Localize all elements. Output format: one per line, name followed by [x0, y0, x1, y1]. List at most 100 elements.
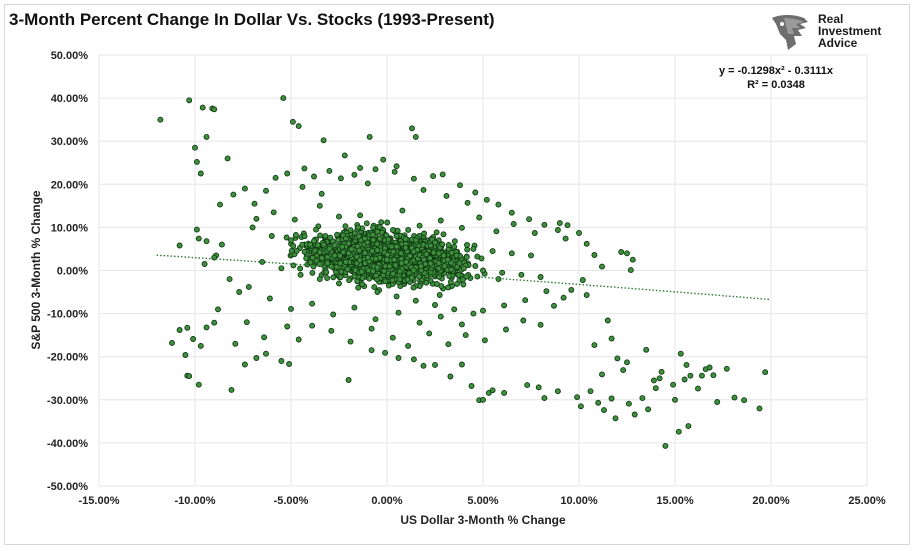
scatter-point — [741, 397, 748, 404]
scatter-point — [412, 297, 419, 304]
scatter-point — [583, 240, 590, 247]
x-tick-label: 0.00% — [371, 495, 402, 507]
scatter-point — [427, 260, 434, 267]
scatter-point — [439, 241, 446, 248]
scatter-point — [278, 358, 285, 364]
scatter-point — [261, 334, 268, 341]
scatter-point — [522, 297, 529, 304]
scatter-point — [662, 442, 669, 449]
scatter-point — [462, 332, 469, 339]
scatter-point — [380, 156, 387, 163]
scatter-point — [347, 338, 354, 345]
scatter-point — [195, 381, 202, 388]
scatter-point — [370, 224, 377, 231]
scatter-point — [384, 219, 391, 226]
scatter-point — [407, 252, 413, 259]
x-tick-label: 25.00% — [848, 495, 886, 507]
scatter-point — [443, 192, 450, 199]
scatter-point — [342, 223, 349, 230]
y-tick-label: -10.00% — [47, 309, 88, 321]
scatter-point — [652, 385, 659, 392]
scatter-point — [612, 415, 619, 422]
scatter-point — [451, 243, 458, 250]
scatter-point — [363, 220, 370, 227]
scatter-point — [372, 166, 379, 173]
scatter-point — [433, 281, 440, 287]
scatter-point — [762, 369, 769, 376]
scatter-point — [432, 239, 438, 246]
scatter-point — [478, 255, 485, 262]
scatter-point — [323, 269, 330, 276]
scatter-point — [448, 249, 455, 256]
scatter-point — [389, 277, 396, 284]
scatter-point — [416, 273, 423, 280]
scatter-point — [357, 164, 364, 171]
scatter-point — [417, 263, 424, 270]
scatter-point — [402, 236, 409, 243]
scatter-point — [290, 243, 297, 249]
scatter-point — [526, 216, 533, 223]
scatter-point — [313, 226, 319, 233]
scatter-point — [501, 389, 508, 396]
scatter-point — [301, 233, 308, 240]
scatter-point — [595, 399, 602, 406]
scatter-point — [245, 283, 252, 290]
scatter-point — [499, 269, 506, 276]
scatter-point — [420, 186, 427, 193]
scatter-point — [324, 275, 331, 282]
scatter-point — [270, 209, 277, 216]
scatter-point — [405, 342, 412, 349]
scatter-point — [399, 207, 406, 214]
scatter-point — [591, 252, 598, 258]
scatter-point — [309, 269, 316, 276]
scatter-point — [284, 170, 291, 177]
x-tick-label: 20.00% — [752, 495, 790, 507]
scatter-point — [645, 406, 652, 413]
scatter-point — [687, 372, 694, 379]
scatter-point — [253, 355, 260, 361]
scatter-point — [421, 230, 428, 237]
scatter-point — [186, 97, 193, 104]
scatter-point — [599, 263, 605, 270]
scatter-point — [391, 256, 398, 263]
y-tick-label: 20.00% — [51, 179, 89, 191]
scatter-point — [437, 217, 444, 224]
scatter-point — [524, 382, 531, 389]
scatter-point — [356, 247, 363, 254]
scatter-point — [326, 167, 333, 174]
scatter-point — [518, 271, 525, 278]
scatter-point — [299, 183, 306, 190]
scatter-point — [368, 347, 375, 354]
scatter-point — [314, 242, 321, 249]
scatter-point — [520, 317, 527, 324]
scatter-point — [224, 155, 231, 162]
scatter-point — [309, 322, 316, 329]
scatter-point — [226, 276, 233, 283]
scatter-point — [193, 226, 200, 233]
scatter-point — [430, 249, 437, 256]
scatter-point — [427, 255, 433, 262]
y-tick-label: 40.00% — [51, 93, 89, 105]
scatter-point — [358, 268, 365, 275]
scatter-point — [241, 185, 248, 192]
scatter-point — [470, 245, 477, 252]
scatter-point — [624, 250, 630, 257]
scatter-point — [249, 224, 256, 231]
scatter-point — [459, 276, 466, 283]
scatter-point — [445, 341, 452, 348]
scatter-point — [460, 265, 467, 272]
scatter-point — [599, 371, 605, 378]
scatter-point — [389, 334, 396, 341]
scatter-point — [410, 175, 417, 182]
y-tick-label: 30.00% — [51, 136, 89, 148]
y-tick-label: -30.00% — [47, 395, 88, 407]
scatter-point — [624, 359, 630, 366]
scatter-point — [309, 300, 316, 307]
scatter-point — [384, 251, 391, 258]
scatter-point — [568, 286, 575, 293]
scatter-point — [320, 241, 327, 248]
scatter-points — [157, 95, 769, 449]
scatter-point — [195, 235, 202, 242]
scatter-point — [374, 247, 381, 254]
y-axis-label: S&P 500 3-Month % Change — [29, 190, 43, 349]
